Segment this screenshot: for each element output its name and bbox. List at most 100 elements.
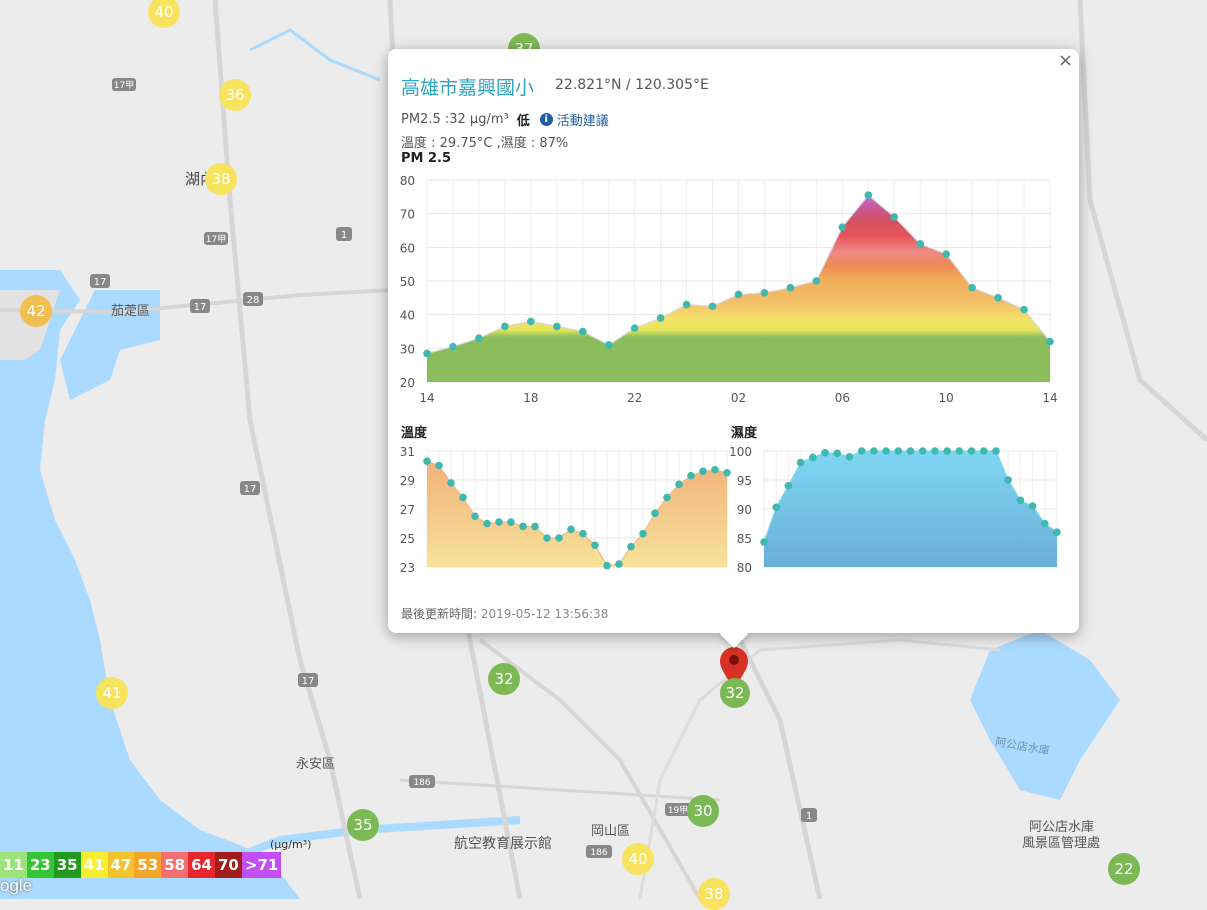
legend-item: 47 xyxy=(107,852,135,878)
legend-item: 11 xyxy=(0,852,27,878)
data-point xyxy=(1028,502,1037,510)
activity-advice-link[interactable]: 活動建議 xyxy=(556,114,609,129)
location-pin-icon[interactable] xyxy=(720,647,748,690)
pm-chart-title: PM 2.5 xyxy=(401,151,452,166)
pm25-legend: 11 23 35 41 47 53 58 64 70 >71 xyxy=(0,852,282,878)
station-marker[interactable]: 38 xyxy=(205,163,237,195)
humidity-chart: 100 95 90 85 80 xyxy=(729,445,1061,575)
svg-text:186: 186 xyxy=(590,848,607,858)
x-tick-label: 14 xyxy=(1042,391,1057,405)
station-marker[interactable]: 38 xyxy=(698,878,730,910)
data-point xyxy=(604,341,613,349)
svg-text:17: 17 xyxy=(194,302,207,313)
place-label: 茄萣區 xyxy=(111,304,151,319)
info-icon[interactable]: i xyxy=(539,113,553,126)
x-tick-label: 06 xyxy=(835,391,850,405)
y-tick-label: 25 xyxy=(400,532,415,546)
station-marker[interactable]: 32 xyxy=(488,663,520,695)
road xyxy=(212,0,363,899)
data-point xyxy=(786,283,795,292)
temperature-chart: 31 29 27 25 23 xyxy=(400,445,731,575)
data-point xyxy=(639,529,647,538)
data-point xyxy=(1046,337,1054,346)
road-shield: 1 xyxy=(801,808,817,822)
data-point xyxy=(615,560,623,568)
svg-text:1: 1 xyxy=(806,811,812,822)
place-label: 岡山區 xyxy=(591,824,631,839)
road-shield: 1 xyxy=(336,227,352,241)
data-point xyxy=(833,449,842,458)
weather-summary: 溫度 : 29.75°C ,濕度 : 87% xyxy=(401,136,569,151)
data-point xyxy=(555,534,563,542)
station-marker[interactable]: 32 xyxy=(720,678,750,708)
road-shield: 17 xyxy=(90,274,110,288)
pm-summary: PM2.5 :32 μg/m³ 低 i 活動建議 xyxy=(401,110,609,129)
legend-item: 64 xyxy=(188,852,215,878)
legend-item: 58 xyxy=(161,852,189,878)
data-point xyxy=(760,538,768,546)
svg-text:1: 1 xyxy=(341,230,347,241)
road-shield: 17 xyxy=(298,673,318,687)
pm25-chart: 80 70 60 50 40 30 20 14 18 22 02 06 10 14 xyxy=(400,174,1058,405)
data-point xyxy=(447,479,455,487)
road-shield: 17甲 xyxy=(112,78,136,91)
data-point xyxy=(870,447,878,455)
station-name[interactable]: 高雄市嘉興國小 xyxy=(401,77,535,99)
data-point xyxy=(838,223,847,231)
station-marker[interactable]: 35 xyxy=(347,809,379,841)
humidity-chart-title: 濕度 xyxy=(731,426,758,441)
svg-text:17甲: 17甲 xyxy=(114,80,134,91)
series-area xyxy=(764,451,1057,567)
legend-item: 41 xyxy=(80,852,108,878)
data-point xyxy=(519,522,527,531)
google-logo: ogle xyxy=(0,876,33,895)
data-point xyxy=(483,519,491,528)
harbor xyxy=(60,290,160,400)
station-marker[interactable]: 40 xyxy=(148,0,180,28)
data-point xyxy=(603,561,611,570)
road-shield: 28 xyxy=(243,292,263,306)
y-tick-label: 30 xyxy=(400,342,415,356)
update-label: 最後更新時間: xyxy=(401,607,478,621)
data-point xyxy=(1016,496,1025,505)
x-tick-label: 10 xyxy=(939,391,954,405)
svg-text:17甲: 17甲 xyxy=(206,234,226,245)
road xyxy=(737,638,823,899)
y-tick-label: 31 xyxy=(400,445,415,459)
data-point xyxy=(711,466,719,474)
station-marker[interactable]: 30 xyxy=(687,795,719,827)
data-point xyxy=(435,461,443,470)
y-tick-label: 80 xyxy=(737,561,752,575)
data-point xyxy=(772,503,781,512)
data-point xyxy=(992,447,1000,455)
data-point xyxy=(942,250,950,258)
data-point xyxy=(495,518,503,526)
svg-text:17: 17 xyxy=(244,484,257,495)
road-shield: 17甲 xyxy=(204,232,228,245)
data-point xyxy=(821,448,829,457)
last-updated: 最後更新時間: 2019-05-12 13:56:38 xyxy=(401,605,608,622)
data-point xyxy=(994,294,1002,302)
data-point xyxy=(675,480,683,489)
station-marker[interactable]: 42 xyxy=(20,295,52,327)
data-point xyxy=(955,447,964,455)
close-button[interactable]: × xyxy=(1057,50,1073,71)
svg-text:28: 28 xyxy=(247,295,260,306)
data-point xyxy=(906,447,915,455)
series-area xyxy=(427,461,727,567)
legend-item: 35 xyxy=(53,852,81,878)
road xyxy=(399,778,721,802)
station-marker[interactable]: 22 xyxy=(1108,853,1140,885)
data-point xyxy=(471,512,479,521)
road xyxy=(1077,0,1207,442)
y-tick-label: 95 xyxy=(737,474,752,488)
station-marker[interactable]: 41 xyxy=(96,677,128,709)
station-marker[interactable]: 40 xyxy=(622,843,654,875)
road-shield: 186 xyxy=(586,845,612,858)
pm-value: PM2.5 :32 μg/m³ xyxy=(401,112,509,127)
road xyxy=(478,638,702,899)
data-point xyxy=(968,283,976,292)
station-marker[interactable]: 36 xyxy=(219,79,251,111)
y-tick-label: 80 xyxy=(400,174,415,188)
